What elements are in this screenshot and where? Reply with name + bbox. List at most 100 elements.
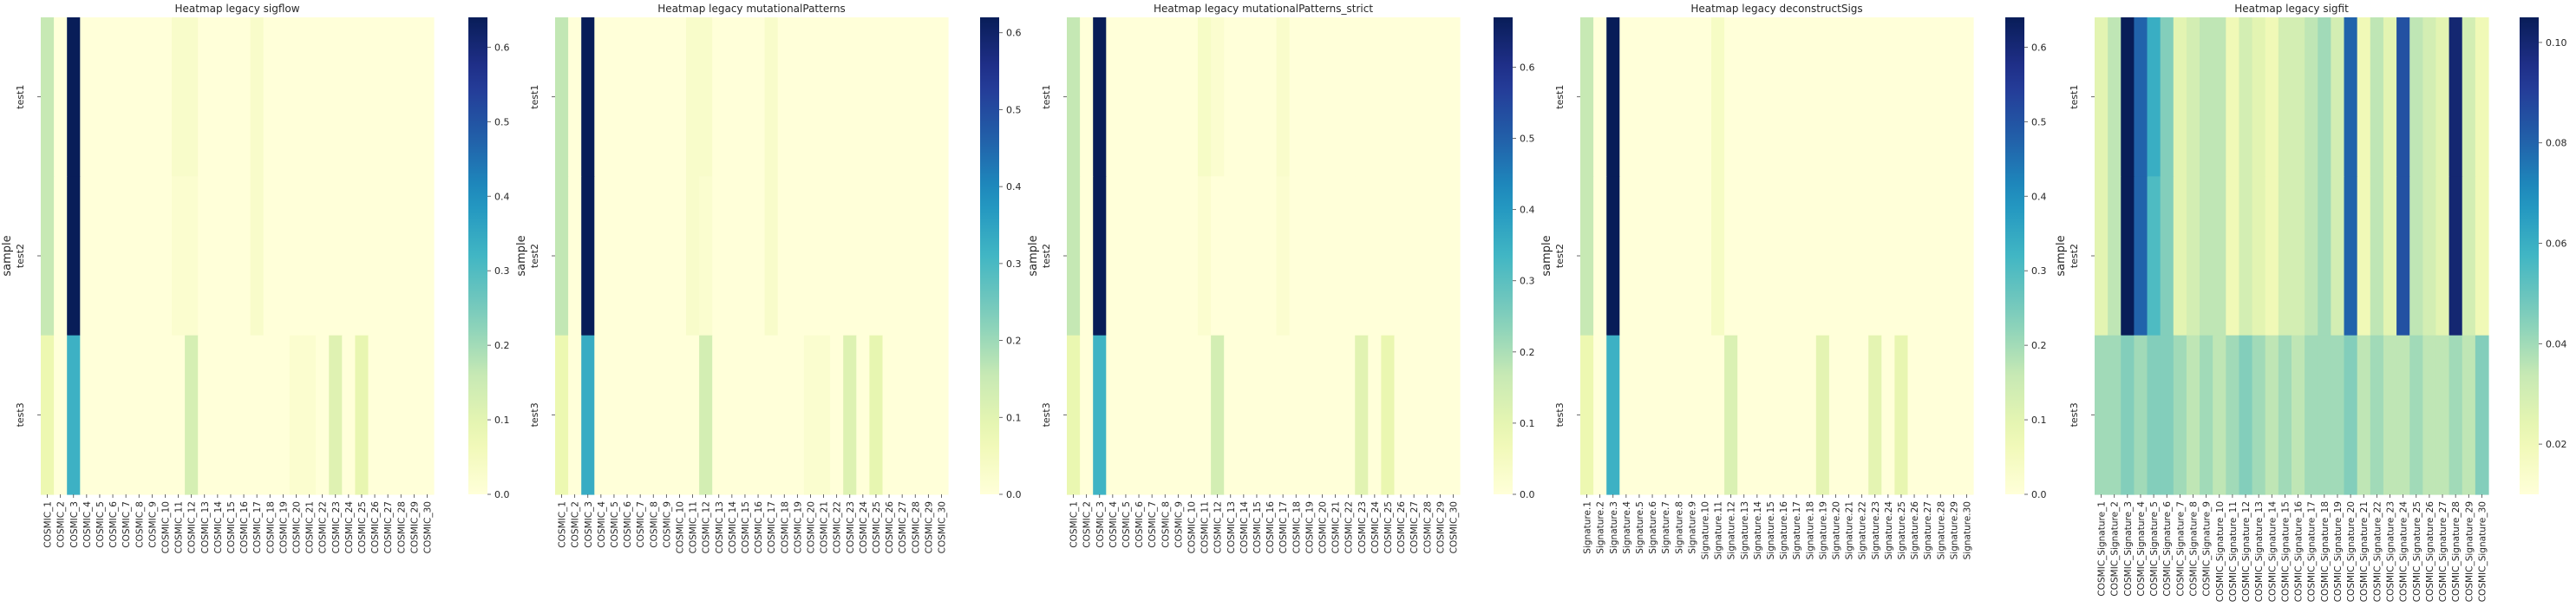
heatmap-cell xyxy=(2160,176,2174,336)
heatmap-cell xyxy=(2108,335,2122,495)
heatmap-cell xyxy=(2239,176,2253,336)
heatmap-cell xyxy=(2475,176,2489,336)
heatmap-cell xyxy=(2449,335,2463,495)
heatmap-cell xyxy=(1946,17,1961,177)
heatmap-cell xyxy=(1580,176,1594,336)
heatmap-cell xyxy=(2449,176,2463,336)
colorbar-tick-label: 0.2 xyxy=(1006,336,1022,347)
colorbar-tick-label: 0.4 xyxy=(1006,181,1022,193)
heatmap-cell xyxy=(672,335,687,495)
heatmap-cell xyxy=(1737,335,1751,495)
heatmap-cell xyxy=(2226,17,2240,177)
heatmap-cell xyxy=(1933,335,1948,495)
row-tick-label: test2 xyxy=(1554,244,1566,268)
col-tick-label: COSMIC_13 xyxy=(200,501,211,553)
heatmap-cell xyxy=(2173,335,2187,495)
heatmap-cell xyxy=(2422,335,2437,495)
colorbar-tick-label: 0.5 xyxy=(2031,116,2047,127)
col-tick-label: COSMIC_4 xyxy=(597,501,607,548)
heatmap-cell xyxy=(329,335,343,495)
panel-title: Heatmap legacy sigfit xyxy=(2234,3,2349,15)
heatmap-cell xyxy=(224,17,239,177)
heatmap-cell xyxy=(1789,17,1804,177)
row-tick-label: test3 xyxy=(1041,402,1052,427)
heatmap-cell xyxy=(1145,335,1160,495)
heatmap-cell xyxy=(145,17,160,177)
col-tick-label: COSMIC_11 xyxy=(174,501,185,553)
heatmap-cell xyxy=(1632,335,1647,495)
col-tick-label: COSMIC_25 xyxy=(872,501,882,553)
heatmap-cell xyxy=(1593,17,1607,177)
heatmap-cell xyxy=(1106,335,1120,495)
colorbar xyxy=(2005,17,2024,494)
col-tick-label: Signature.2 xyxy=(1596,501,1606,554)
col-tick-label: COSMIC_Signature_13 xyxy=(2254,501,2265,602)
heatmap-cell xyxy=(620,335,635,495)
colorbar-tick-label: 0.6 xyxy=(2031,42,2047,53)
col-tick-label: COSMIC_23 xyxy=(846,501,856,553)
panel-title: Heatmap legacy mutationalPatterns_strict xyxy=(1154,3,1373,15)
colorbar-tick-label: 0.10 xyxy=(2546,37,2567,49)
col-tick-label: COSMIC_9 xyxy=(1174,501,1184,548)
col-tick-label: Signature.27 xyxy=(1923,501,1933,559)
heatmap-cell xyxy=(1711,176,1725,336)
col-tick-label: Signature.10 xyxy=(1700,501,1710,559)
heatmap-cell xyxy=(1381,176,1396,336)
heatmap-cell xyxy=(224,176,239,336)
heatmap-cell xyxy=(633,176,648,336)
heatmap-cell xyxy=(1407,335,1422,495)
heatmap-cell xyxy=(712,17,726,177)
heatmap-cell xyxy=(2396,17,2410,177)
colorbar-tick-label: 0.4 xyxy=(1520,205,1535,216)
heatmap-cell xyxy=(555,335,569,495)
heatmap-cell xyxy=(2200,335,2213,495)
heatmap-cell xyxy=(1368,335,1382,495)
heatmap-cell xyxy=(2095,176,2109,336)
col-tick-label: COSMIC_23 xyxy=(1357,501,1368,553)
heatmap-cell xyxy=(1855,176,1869,336)
heatmap-cell xyxy=(699,176,713,336)
heatmap-cell xyxy=(1750,17,1764,177)
col-tick-label: Signature.28 xyxy=(1936,501,1946,559)
heatmap-cell xyxy=(250,176,265,336)
heatmap-cell xyxy=(1237,176,1251,336)
heatmap-cell xyxy=(1106,17,1120,177)
col-tick-label: COSMIC_30 xyxy=(937,501,947,553)
heatmap-cell xyxy=(1093,176,1107,336)
col-tick-label: Signature.18 xyxy=(1805,501,1815,559)
heatmap-cell xyxy=(2252,176,2266,336)
col-tick-label: COSMIC_21 xyxy=(305,501,316,553)
heatmap-cell xyxy=(172,335,186,495)
heatmap-cell xyxy=(751,335,766,495)
heatmap-cell xyxy=(106,176,121,336)
heatmap-cell xyxy=(2435,335,2450,495)
col-tick-label: COSMIC_Signature_27 xyxy=(2438,501,2449,602)
heatmap-cell xyxy=(686,17,700,177)
heatmap-cell xyxy=(41,335,55,495)
colorbar-tick-label: 0.06 xyxy=(2546,238,2567,250)
heatmap-cell xyxy=(1145,176,1160,336)
heatmap-cell xyxy=(54,335,68,495)
heatmap-cell xyxy=(394,335,409,495)
heatmap-cell xyxy=(1093,17,1107,177)
heatmap-cell xyxy=(1145,17,1160,177)
heatmap-cell xyxy=(198,335,212,495)
heatmap-cell xyxy=(2383,335,2397,495)
heatmap-cell xyxy=(2292,17,2305,177)
heatmap-cell xyxy=(263,17,278,177)
heatmap-cell xyxy=(1711,17,1725,177)
heatmap-cell xyxy=(420,335,435,495)
heatmap-cell xyxy=(751,17,766,177)
heatmap-cell xyxy=(1184,335,1199,495)
colorbar-tick-label: 0.6 xyxy=(1520,62,1535,73)
heatmap-cell xyxy=(1894,335,1909,495)
heatmap-cell xyxy=(1394,335,1409,495)
col-tick-label: COSMIC_22 xyxy=(1344,501,1355,553)
heatmap-cell xyxy=(581,335,595,495)
heatmap-cell xyxy=(1776,17,1791,177)
heatmap-cell xyxy=(1407,17,1422,177)
heatmap-cell xyxy=(1802,335,1817,495)
col-tick-label: Signature.14 xyxy=(1753,501,1763,560)
heatmap-cell xyxy=(1959,335,1974,495)
heatmap-cell xyxy=(1907,17,1922,177)
